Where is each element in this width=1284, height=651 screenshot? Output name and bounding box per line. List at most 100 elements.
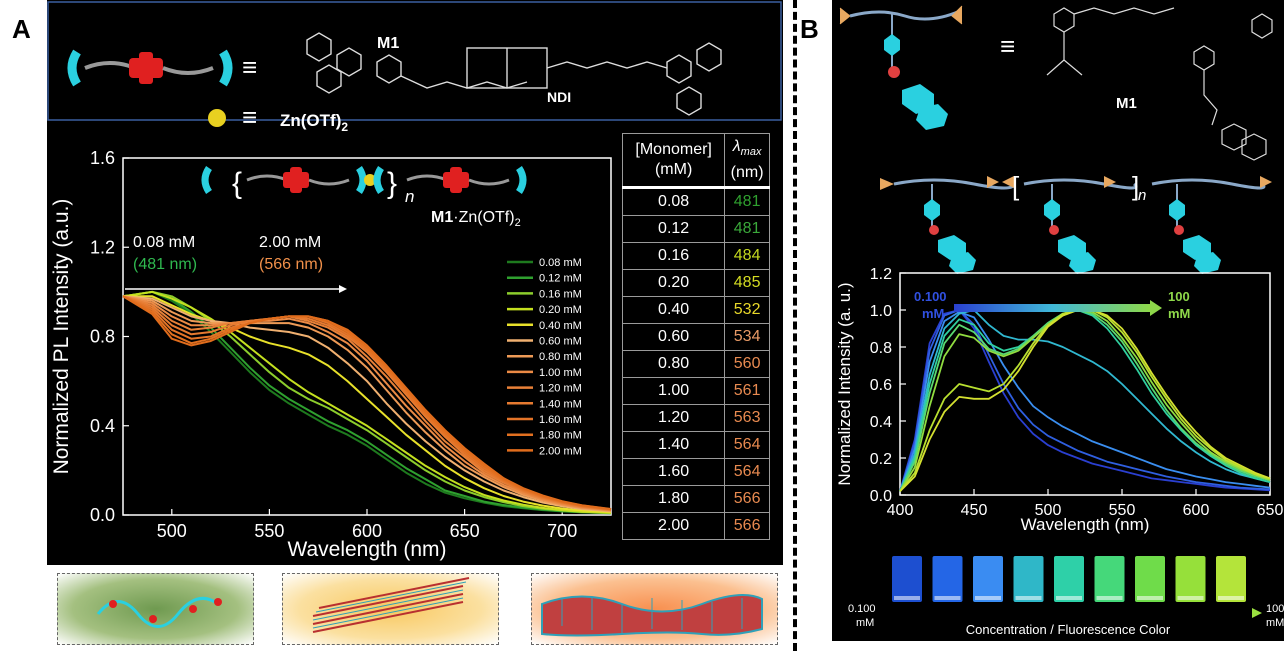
m1-b-label: M1	[1116, 95, 1137, 112]
table-cell-lmax: 563	[724, 404, 770, 432]
table-row: 0.80 560	[621, 350, 770, 378]
y-tick-label: 0.0	[870, 488, 892, 505]
y-tick-label: 1.6	[90, 148, 115, 168]
table-cell-conc: 0.12	[621, 215, 726, 243]
series-line	[122, 295, 612, 510]
vial-meniscus	[934, 596, 961, 600]
panel-divider	[793, 0, 797, 651]
series-line	[122, 295, 612, 511]
x-tick-label: 650	[1257, 502, 1284, 519]
y-tick-label: 0.2	[870, 451, 892, 468]
m1-equiv: ≡	[242, 52, 257, 82]
x-axis-label: Wavelength (nm)	[1021, 515, 1150, 534]
polymer-b-n-label: n	[1138, 187, 1146, 204]
y-tick-label: 0.8	[870, 340, 892, 357]
assembly-image-low	[57, 573, 254, 645]
table-header-monomer: [Monomer] (mM)	[621, 133, 726, 189]
table-cell-conc: 2.00	[621, 512, 726, 540]
legend-label: 0.80 mM	[539, 351, 582, 363]
legend-label: 0.60 mM	[539, 336, 582, 348]
series-line	[122, 295, 612, 513]
x-tick-label: 500	[157, 521, 187, 541]
y-axis-label: Normalized PL Intensity (a.u.)	[50, 199, 73, 475]
vial	[1135, 556, 1165, 602]
vial	[973, 556, 1003, 602]
series-line	[122, 295, 612, 512]
x-tick-label: 550	[1109, 502, 1136, 519]
y-tick-label: 0.4	[90, 416, 115, 436]
gradient-right-unit: mM	[1168, 306, 1190, 321]
table-cell-lmax: 481	[724, 215, 770, 243]
table-row: 0.60 534	[621, 323, 770, 351]
assembly-high-icon	[541, 594, 763, 637]
y-tick-label: 1.2	[90, 237, 115, 257]
table-row: 0.12 481	[621, 215, 770, 243]
vial-meniscus	[975, 596, 1001, 600]
table-cell-conc: 0.16	[621, 242, 726, 270]
table-cell-lmax: 485	[724, 269, 770, 297]
table-row: 1.20 563	[621, 404, 770, 432]
legend-label: 1.20 mM	[539, 383, 582, 395]
polymer-b-cartoon-icon: [ ]	[880, 171, 1272, 274]
panel-b-svg: ≡ M1 [ ]	[835, 5, 1284, 637]
vial-meniscus	[1096, 596, 1123, 600]
table-row: 0.20 485	[621, 269, 770, 297]
panel-a: ≡ ≡ Zn(OTf)2 M1 NDI 0.0 0.4 0.8 1.2 1.6 500 55…	[47, 0, 783, 565]
legend-label: 0.12 mM	[539, 273, 582, 285]
chart-a: 0.0 0.4 0.8 1.2 1.6 500 550 600 650 700 Wavelength…	[50, 148, 612, 561]
x-tick-label: 650	[450, 521, 480, 541]
gradient-right-value: 100	[1168, 289, 1190, 304]
panel-a-letter: A	[12, 14, 31, 44]
panel-b-letter: B	[800, 14, 819, 44]
x-axis-label: Wavelength (nm)	[287, 538, 446, 561]
strip-left-value: 0.100	[848, 603, 876, 615]
gradient-left-value: 0.100	[914, 289, 947, 304]
vial-meniscus	[1218, 596, 1244, 600]
annot-high-wl: (566 nm)	[259, 256, 323, 273]
chart-frame	[122, 157, 612, 516]
x-tick-label: 550	[254, 521, 284, 541]
annot-high-conc: 2.00 mM	[259, 234, 321, 251]
table-row: 1.80 566	[621, 485, 770, 513]
table-cell-conc: 0.08	[621, 187, 726, 216]
table-header-lambda: λmax (nm)	[724, 133, 770, 189]
m1-monomer-cartoon-icon	[839, 5, 963, 130]
svg-text:]: ]	[1132, 171, 1139, 201]
table-cell-conc: 1.00	[621, 377, 726, 405]
legend-label: 0.08 mM	[539, 257, 582, 269]
table-cell-lmax: 566	[724, 512, 770, 540]
svg-text:}: }	[387, 167, 397, 200]
assembly-low-icon	[96, 596, 222, 628]
strip-right-unit: mM	[1266, 617, 1284, 629]
zn-equiv: ≡	[242, 102, 257, 132]
strip-caption: Concentration / Fluorescence Color	[966, 622, 1171, 637]
ndi-label: NDI	[547, 89, 571, 105]
table-row: 0.08 481	[621, 187, 770, 216]
vial	[1175, 556, 1206, 602]
x-tick-label: 500	[1035, 502, 1062, 519]
legend-label: 0.20 mM	[539, 304, 582, 316]
vial-meniscus	[1177, 596, 1204, 600]
table-cell-lmax: 484	[724, 242, 770, 270]
y-tick-label: 0.8	[90, 327, 115, 347]
gradient-left-unit: mM	[922, 306, 944, 321]
table-cell-lmax: 481	[724, 187, 770, 216]
m1-structure-drawing	[306, 32, 722, 116]
table-cell-lmax: 532	[724, 296, 770, 324]
y-axis-label: Normalized Intensity (a. u.)	[835, 282, 854, 485]
table-cell-conc: 0.40	[621, 296, 726, 324]
strip-right-value: 100	[1266, 603, 1284, 615]
assembly-image-high	[531, 573, 778, 645]
series-line	[122, 295, 612, 512]
x-tick-label: 600	[352, 521, 382, 541]
x-tick-label: 450	[961, 502, 988, 519]
table-row: 2.00 566	[621, 512, 770, 540]
vial-meniscus	[1056, 596, 1082, 600]
vial	[1094, 556, 1125, 602]
table-row: 1.00 561	[621, 377, 770, 405]
x-tick-label: 700	[547, 521, 577, 541]
y-tick-label: 1.0	[870, 303, 892, 320]
header-box	[47, 1, 782, 121]
table-cell-lmax: 566	[724, 485, 770, 513]
legend-label: 1.80 mM	[539, 430, 582, 442]
